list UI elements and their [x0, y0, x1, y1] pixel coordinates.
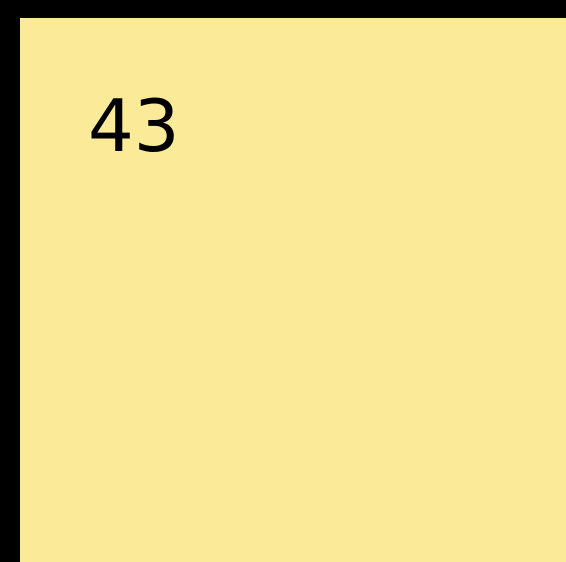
tile-number-label: 43: [88, 84, 180, 168]
numbered-tile[interactable]: 43: [20, 18, 566, 562]
